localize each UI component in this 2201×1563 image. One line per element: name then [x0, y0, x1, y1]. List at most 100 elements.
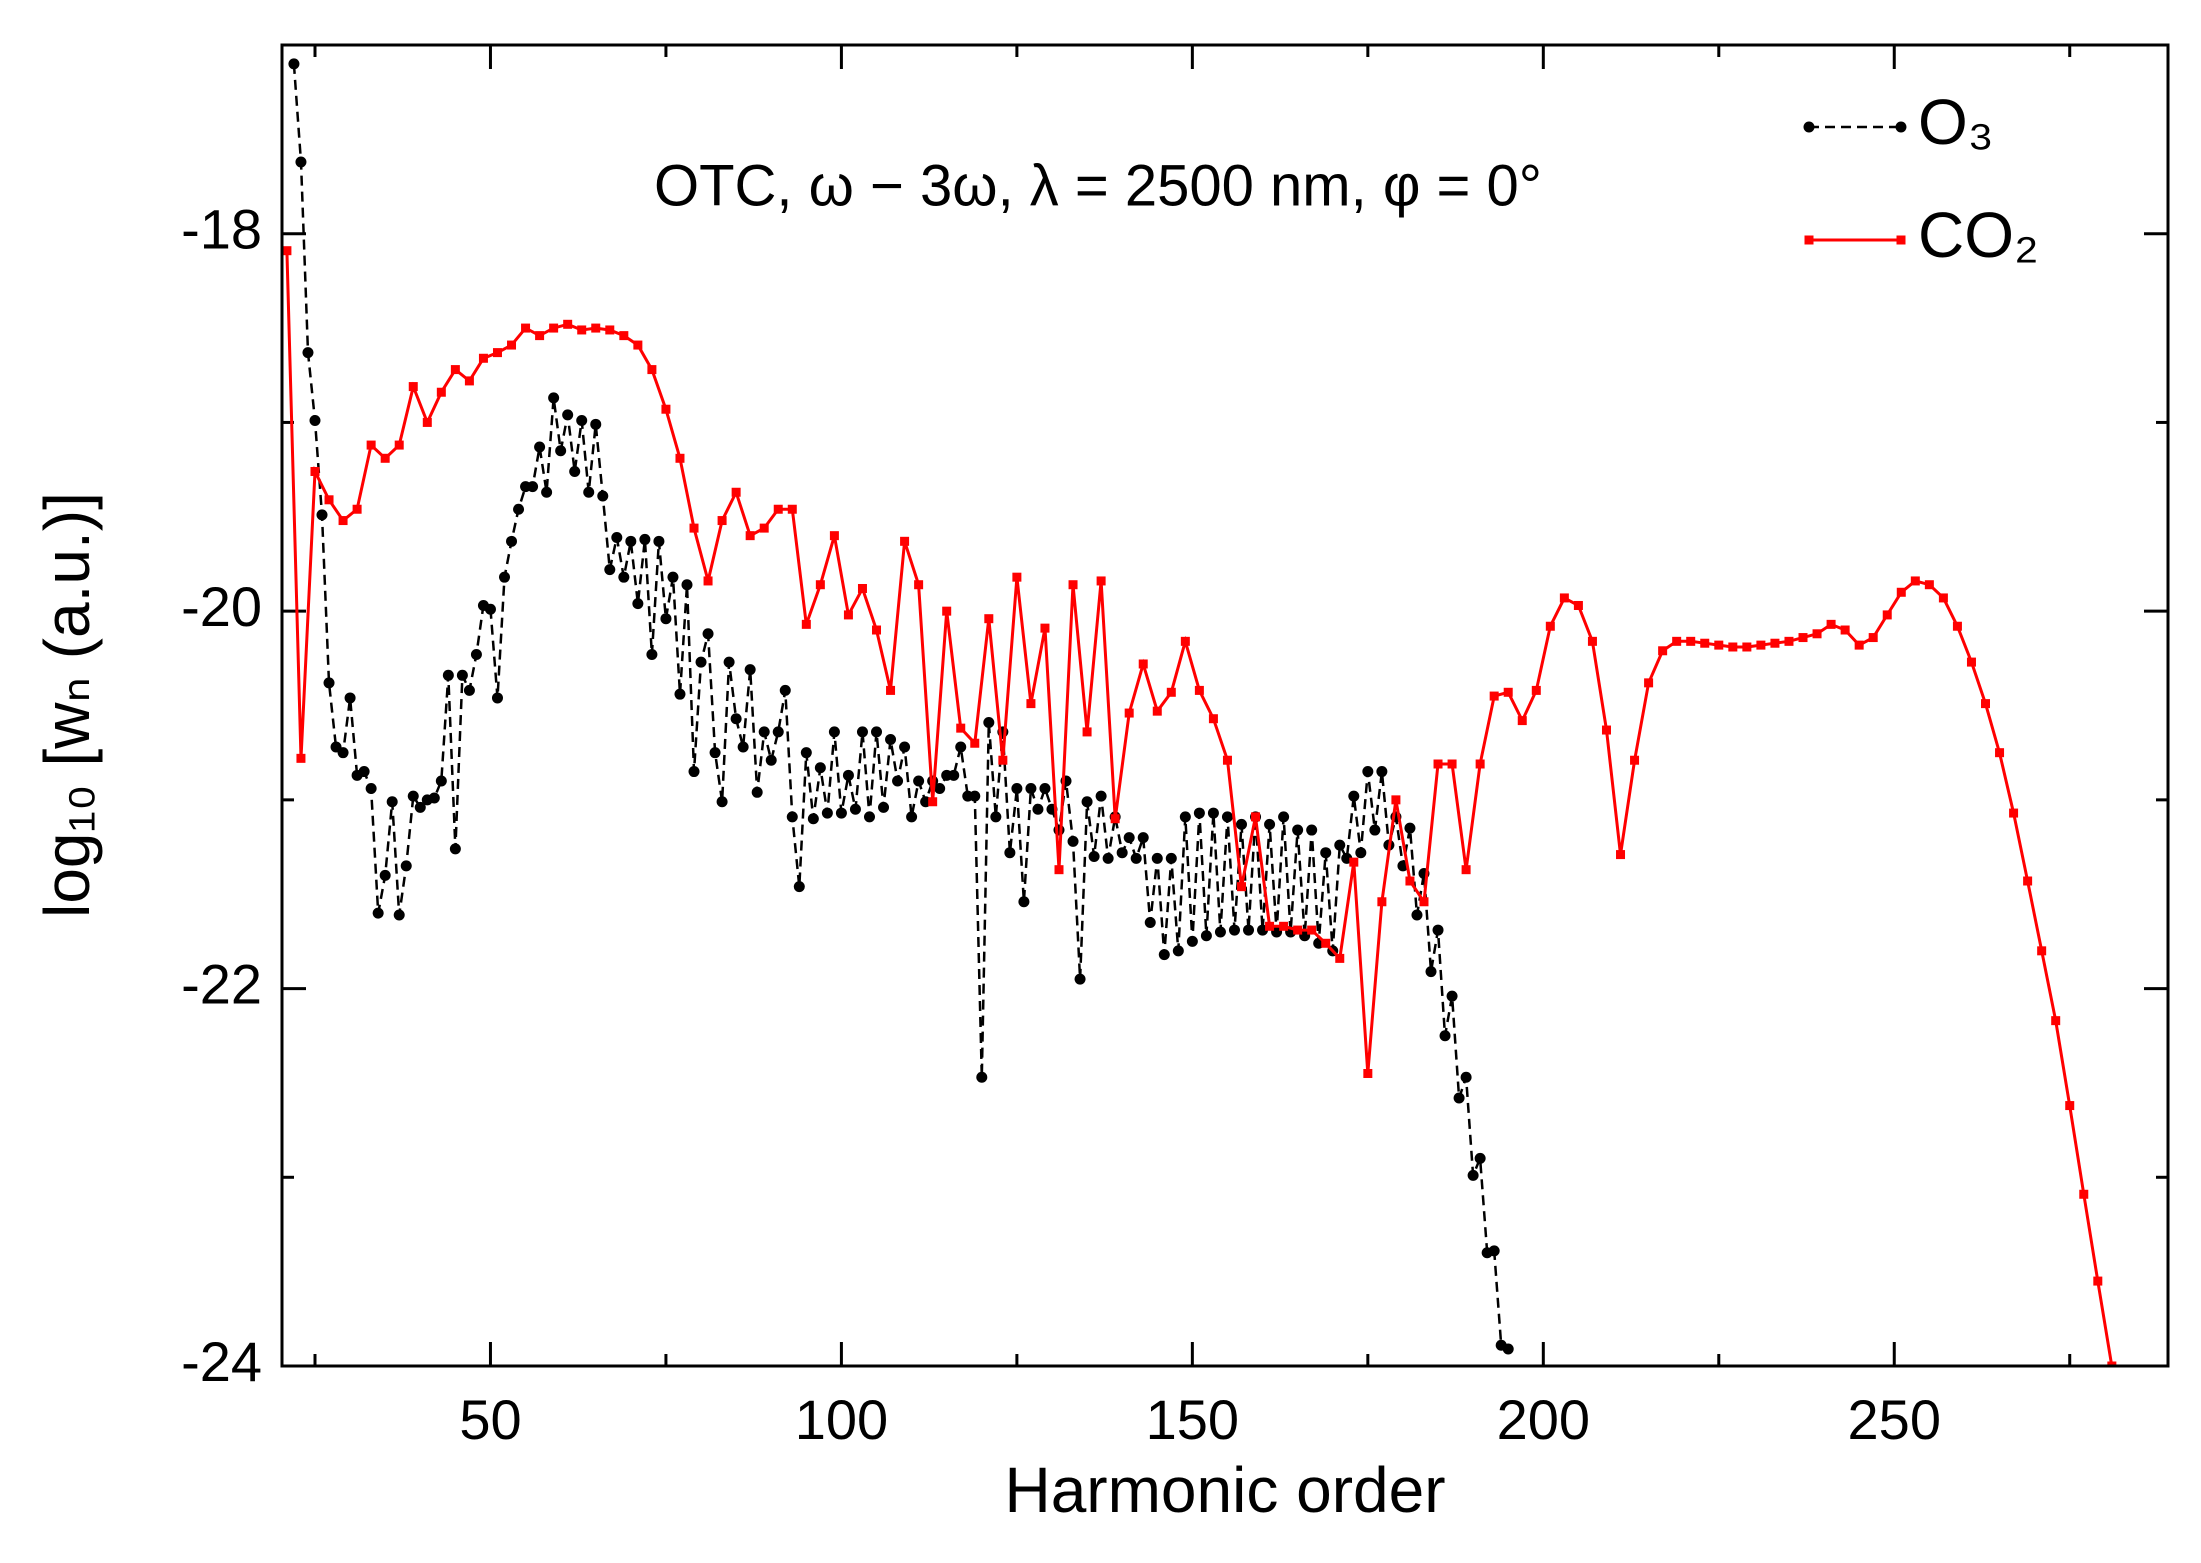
data-point [1503, 687, 1513, 697]
data-point [1026, 699, 1036, 709]
data-point [1082, 727, 1092, 737]
data-point [872, 625, 882, 635]
data-point [436, 387, 446, 397]
data-point [1074, 973, 1086, 985]
data-point [619, 331, 629, 341]
data-point [1559, 593, 1569, 603]
data-point [1012, 572, 1022, 582]
data-point [751, 786, 763, 798]
data-point [625, 535, 637, 547]
data-point [772, 726, 784, 738]
data-point [1214, 926, 1226, 938]
data-point [470, 649, 482, 661]
data-point [1419, 897, 1429, 907]
data-point [1363, 1068, 1373, 1078]
data-point [1854, 640, 1864, 650]
data-point [1924, 580, 1934, 590]
data-point [422, 417, 432, 427]
data-point [1123, 832, 1135, 844]
data-point [828, 726, 840, 738]
data-point [1531, 685, 1541, 695]
data-point [1517, 716, 1527, 726]
data-point [492, 348, 502, 358]
data-point [435, 775, 447, 787]
data-point [871, 726, 883, 738]
data-point [942, 606, 952, 616]
data-point [309, 415, 321, 427]
data-point [1474, 1152, 1486, 1164]
data-point [569, 465, 581, 477]
data-point [442, 669, 454, 681]
data-point [815, 580, 825, 590]
data-point [914, 580, 924, 590]
y-tick-label: -24 [181, 1330, 262, 1393]
data-point [618, 571, 630, 583]
data-point [296, 753, 306, 763]
data-point [1502, 1343, 1514, 1355]
data-point [583, 486, 595, 498]
data-point [807, 813, 819, 825]
data-point [702, 628, 714, 640]
data-point [1081, 796, 1093, 808]
data-point [1004, 847, 1016, 859]
data-point [1784, 636, 1794, 646]
data-point [1432, 924, 1444, 936]
data-point [1453, 1092, 1465, 1104]
data-point [2107, 1361, 2117, 1366]
data-point [2023, 876, 2033, 886]
y-tick-label: -18 [181, 198, 262, 261]
data-point [787, 504, 797, 514]
data-point [1425, 966, 1437, 978]
data-point [667, 571, 679, 583]
data-point [1293, 925, 1303, 935]
data-point [759, 523, 769, 533]
data-point [1404, 822, 1416, 834]
data-point [1236, 882, 1246, 892]
data-point [323, 677, 335, 689]
legend-label: CO₂ [1918, 199, 2039, 271]
data-point [688, 766, 700, 778]
data-point [352, 504, 362, 514]
data-point [1439, 1030, 1451, 1042]
data-point [358, 766, 370, 778]
data-point [1039, 783, 1051, 795]
data-point [1040, 623, 1050, 633]
data-point [653, 535, 665, 547]
data-point [731, 487, 741, 497]
data-point [400, 860, 412, 872]
data-point [478, 353, 488, 363]
data-point [856, 726, 868, 738]
data-point [456, 669, 468, 681]
data-point [295, 156, 307, 168]
data-point [849, 803, 861, 815]
data-point [1882, 610, 1892, 620]
data-point [464, 376, 474, 386]
data-point [1686, 636, 1696, 646]
data-point [535, 331, 545, 341]
data-point [744, 664, 756, 676]
data-point [1672, 636, 1682, 646]
data-point [969, 790, 981, 802]
y-axis-label: log₁₀ [wₙ (a.u.)] [31, 492, 103, 918]
data-point [394, 440, 404, 450]
data-point [899, 741, 911, 753]
data-point [449, 843, 461, 855]
data-point [1278, 811, 1290, 823]
y-tick-label: -20 [181, 575, 262, 638]
data-point [288, 58, 300, 70]
data-point [310, 466, 320, 476]
data-point [843, 610, 853, 620]
data-point [1334, 839, 1346, 851]
data-point [562, 409, 574, 421]
data-point [506, 535, 518, 547]
data-point [878, 801, 890, 813]
data-point [408, 382, 418, 392]
data-point [661, 404, 671, 414]
data-point [1728, 642, 1738, 652]
data-point [1798, 633, 1808, 643]
data-point [428, 792, 440, 804]
data-point [1306, 824, 1318, 836]
data-point [793, 881, 805, 893]
data-point [1251, 812, 1261, 822]
data-point [1952, 621, 1962, 631]
